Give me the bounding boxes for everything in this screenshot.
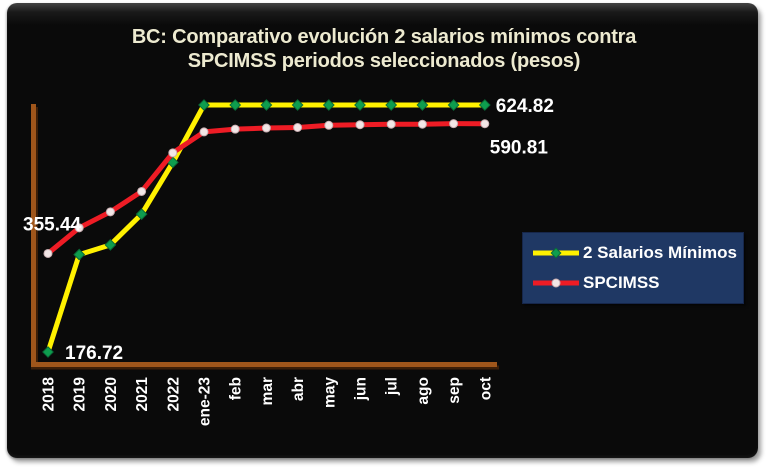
x-tick-label: 2020 bbox=[103, 377, 120, 411]
data-point-marker bbox=[74, 223, 84, 233]
x-tick-label: mar bbox=[259, 377, 276, 405]
data-point-marker bbox=[385, 99, 398, 111]
data-point-marker bbox=[42, 346, 54, 358]
data-label: 355.44 bbox=[23, 214, 82, 235]
data-point-marker bbox=[137, 186, 147, 196]
data-label: 590.81 bbox=[490, 138, 549, 159]
data-point-marker bbox=[355, 120, 365, 130]
series-line-1 bbox=[45, 121, 488, 256]
data-point-marker bbox=[198, 99, 210, 111]
data-point-marker bbox=[135, 208, 148, 221]
legend-sample-red-line-icon bbox=[533, 278, 579, 288]
x-tick-label: feb bbox=[228, 377, 245, 400]
data-point-marker bbox=[168, 148, 178, 158]
x-tick-label: jun bbox=[353, 377, 370, 401]
x-tick-label: jul bbox=[384, 377, 401, 396]
data-point-marker bbox=[104, 238, 117, 251]
data-point-marker bbox=[449, 119, 459, 129]
chart-title: BC: Comparativo evolución 2 salarios mín… bbox=[0, 25, 768, 73]
chart-panel bbox=[7, 3, 758, 458]
x-tick-label: sep bbox=[446, 377, 463, 404]
data-point-marker bbox=[105, 207, 115, 217]
x-tick-label: ago bbox=[415, 377, 432, 405]
x-tick-label: 2021 bbox=[134, 377, 151, 412]
x-tick-label: oct bbox=[477, 377, 494, 400]
data-point-marker bbox=[73, 248, 86, 261]
data-point-marker bbox=[260, 99, 273, 111]
legend-item-2-salarios-minimos: 2 Salarios Mínimos bbox=[532, 243, 743, 263]
data-point-marker bbox=[261, 123, 271, 133]
x-tick-label: 2022 bbox=[165, 377, 182, 411]
data-point-marker bbox=[324, 120, 334, 130]
data-label: 176.72 bbox=[65, 343, 123, 364]
x-tick-label: 2019 bbox=[72, 377, 89, 412]
data-point-marker bbox=[230, 124, 240, 134]
data-point-marker bbox=[386, 119, 396, 129]
data-point-marker bbox=[322, 99, 335, 111]
data-point-marker bbox=[416, 99, 429, 111]
data-point-marker bbox=[354, 99, 366, 111]
x-tick-label: abr bbox=[290, 377, 307, 401]
series-line-0 bbox=[45, 102, 488, 355]
x-tick-label: may bbox=[321, 377, 338, 408]
legend-label-spcimss: SPCIMSS bbox=[583, 273, 660, 292]
data-point-marker bbox=[229, 99, 242, 111]
legend-label-2-salarios-minimos: 2 Salarios Mínimos bbox=[583, 243, 737, 262]
data-point-marker bbox=[478, 99, 491, 111]
x-tick-label: ene-23 bbox=[197, 377, 214, 426]
legend-item-spcimss: SPCIMSS bbox=[532, 273, 743, 293]
legend: 2 Salarios Mínimos SPCIMSS bbox=[522, 232, 744, 304]
data-point-marker bbox=[480, 119, 490, 129]
chart-title-line1: BC: Comparativo evolución 2 salarios mín… bbox=[131, 26, 637, 48]
legend-sample-yellow-line-icon bbox=[533, 247, 579, 259]
data-point-marker bbox=[417, 119, 427, 129]
data-point-marker bbox=[291, 99, 304, 111]
x-tick-label: 2018 bbox=[41, 377, 58, 412]
data-label: 624.82 bbox=[496, 96, 554, 117]
chart-title-line2: SPCIMSS periodos seleccionados (pesos) bbox=[187, 50, 581, 72]
data-point-marker bbox=[447, 99, 460, 111]
data-point-marker bbox=[43, 248, 53, 258]
data-point-marker bbox=[293, 122, 303, 132]
data-point-marker bbox=[199, 127, 209, 137]
